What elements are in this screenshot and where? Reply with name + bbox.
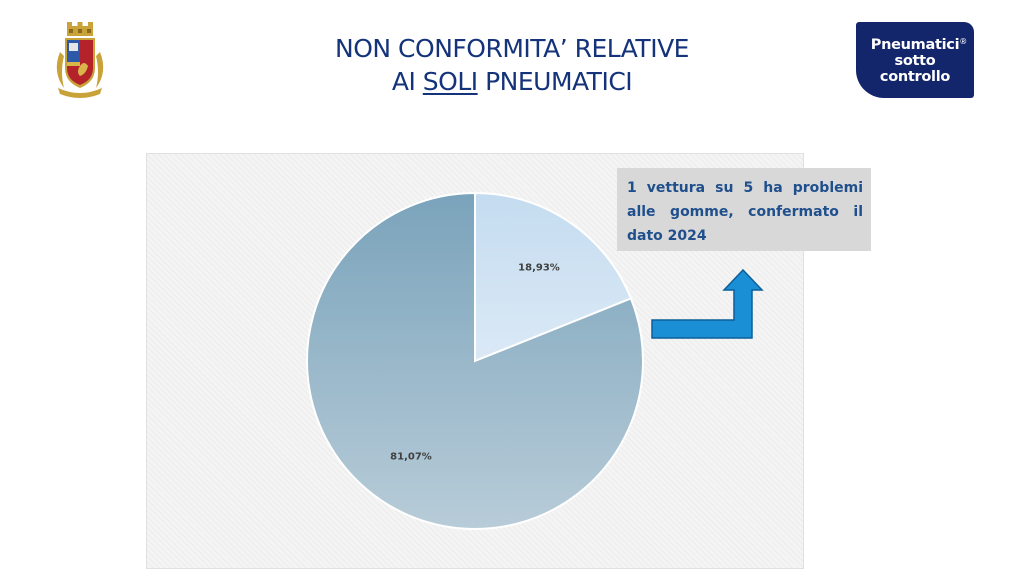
pie-slice-label: 81,07% — [390, 452, 432, 463]
title-line-2: AI SOLI PNEUMATICI — [0, 65, 1024, 98]
pie-slice — [474, 191, 633, 363]
pie-slice-label: 18,93% — [518, 262, 560, 273]
callout-box: 1 vettura su 5 ha problemi alle gomme, c… — [617, 168, 871, 251]
title-prefix: AI — [391, 67, 423, 96]
title-line-1: NON CONFORMITA’ RELATIVE — [335, 34, 689, 63]
bent-arrow-up-icon — [651, 268, 764, 339]
registered-mark: ® — [959, 37, 967, 46]
pneumatici-sotto-controllo-logo: ® Pneumatici sotto controllo — [856, 22, 974, 98]
logo-line-2: sotto — [894, 53, 936, 69]
police-coat-of-arms-icon — [56, 22, 104, 98]
logo-line-3: controllo — [879, 69, 951, 85]
logo-line-1: Pneumatici — [870, 37, 960, 53]
title-underlined-word: SOLI — [422, 67, 478, 96]
pie-slice — [306, 191, 644, 530]
title-suffix: PNEUMATICI — [477, 67, 633, 96]
page-title: NON CONFORMITA’ RELATIVE AI SOLI PNEUMAT… — [0, 32, 1024, 98]
